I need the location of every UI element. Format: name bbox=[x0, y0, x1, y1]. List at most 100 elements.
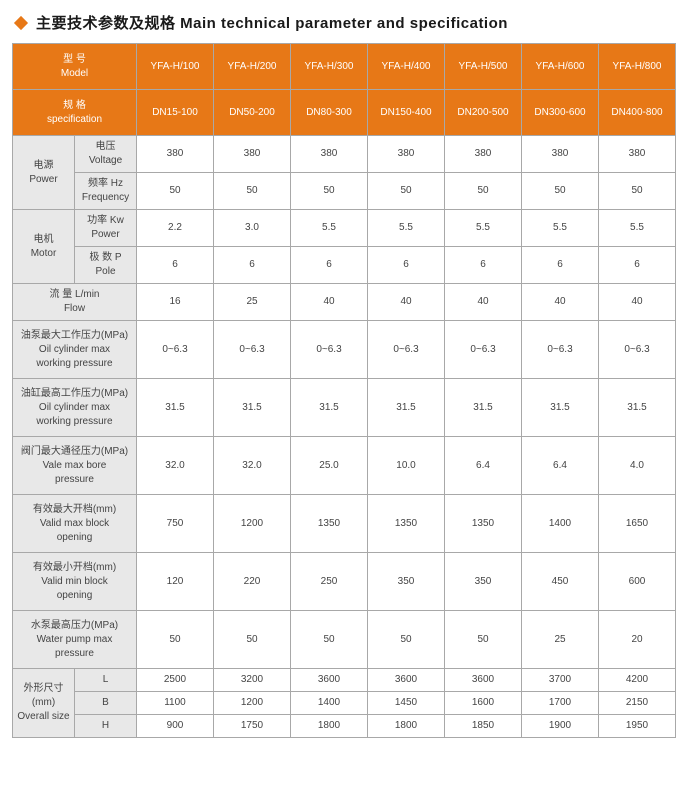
v-H-4: 1850 bbox=[445, 715, 522, 738]
hdr-m1: YFA-H/200 bbox=[214, 44, 291, 90]
v-flow-5: 40 bbox=[522, 284, 599, 321]
v-freq-3: 50 bbox=[368, 173, 445, 210]
wpump-en2: pressure bbox=[55, 648, 94, 659]
v-wpump-2: 50 bbox=[291, 611, 368, 669]
row-minblk: 有效最小开档(mm) Valid min block opening bbox=[13, 553, 137, 611]
oilpump-en1: Oil cylinder max bbox=[39, 344, 110, 355]
v-L-3: 3600 bbox=[368, 669, 445, 692]
v-pw-6: 5.5 bbox=[599, 210, 676, 247]
valve-en2: pressure bbox=[55, 474, 94, 485]
v-wpump-1: 50 bbox=[214, 611, 291, 669]
row-motor: 电机 Motor bbox=[13, 210, 75, 284]
row-H: H bbox=[75, 715, 137, 738]
minblk-cn: 有效最小开档(mm) bbox=[33, 562, 116, 573]
v-H-5: 1900 bbox=[522, 715, 599, 738]
v-oilcyl-1: 31.5 bbox=[214, 379, 291, 437]
v-L-1: 3200 bbox=[214, 669, 291, 692]
v-maxblk-6: 1650 bbox=[599, 495, 676, 553]
power-cn: 电源 bbox=[34, 160, 54, 171]
v-flow-1: 25 bbox=[214, 284, 291, 321]
v-maxblk-3: 1350 bbox=[368, 495, 445, 553]
v-B-1: 1200 bbox=[214, 692, 291, 715]
motor-en: Motor bbox=[31, 248, 57, 259]
v-pw-4: 5.5 bbox=[445, 210, 522, 247]
v-flow-2: 40 bbox=[291, 284, 368, 321]
size-cn: 外形尺寸 (mm) bbox=[24, 683, 64, 708]
v-maxblk-5: 1400 bbox=[522, 495, 599, 553]
v-valve-0: 32.0 bbox=[137, 437, 214, 495]
flow-cn: 流 量 L/min bbox=[49, 289, 99, 300]
hdr-spec-cn: 规 格 bbox=[63, 100, 86, 111]
row-B: B bbox=[75, 692, 137, 715]
v-pole-1: 6 bbox=[214, 247, 291, 284]
minblk-en1: Valid min block bbox=[41, 576, 108, 587]
maxblk-en1: Valid max block bbox=[40, 518, 109, 529]
v-flow-6: 40 bbox=[599, 284, 676, 321]
v-L-2: 3600 bbox=[291, 669, 368, 692]
v-oilcyl-6: 31.5 bbox=[599, 379, 676, 437]
v-wpump-0: 50 bbox=[137, 611, 214, 669]
v-B-6: 2150 bbox=[599, 692, 676, 715]
v-wpump-3: 50 bbox=[368, 611, 445, 669]
v-H-0: 900 bbox=[137, 715, 214, 738]
row-power: 电源 Power bbox=[13, 136, 75, 210]
v-oilpump-3: 0~6.3 bbox=[368, 321, 445, 379]
hdr-s1: DN50-200 bbox=[214, 90, 291, 136]
hdr-s4: DN200-500 bbox=[445, 90, 522, 136]
v-freq-4: 50 bbox=[445, 173, 522, 210]
page-title: 主要技术参数及规格 Main technical parameter and s… bbox=[36, 12, 508, 33]
v-pw-2: 5.5 bbox=[291, 210, 368, 247]
v-B-4: 1600 bbox=[445, 692, 522, 715]
valve-cn: 阀门最大通径压力(MPa) bbox=[21, 446, 128, 457]
v-pw-0: 2.2 bbox=[137, 210, 214, 247]
v-maxblk-2: 1350 bbox=[291, 495, 368, 553]
v-B-5: 1700 bbox=[522, 692, 599, 715]
v-minblk-3: 350 bbox=[368, 553, 445, 611]
freq-cn: 频率 Hz bbox=[88, 178, 123, 189]
v-B-3: 1450 bbox=[368, 692, 445, 715]
v-freq-5: 50 bbox=[522, 173, 599, 210]
hdr-s3: DN150-400 bbox=[368, 90, 445, 136]
v-volt-6: 380 bbox=[599, 136, 676, 173]
v-oilcyl-4: 31.5 bbox=[445, 379, 522, 437]
power-en: Power bbox=[29, 174, 57, 185]
row-valve: 阀门最大通径压力(MPa) Vale max bore pressure bbox=[13, 437, 137, 495]
pole-en: Pole bbox=[95, 266, 115, 277]
v-volt-4: 380 bbox=[445, 136, 522, 173]
v-H-1: 1750 bbox=[214, 715, 291, 738]
title-row: 主要技术参数及规格 Main technical parameter and s… bbox=[12, 12, 676, 33]
v-freq-0: 50 bbox=[137, 173, 214, 210]
maxblk-en2: opening bbox=[57, 532, 93, 543]
v-flow-3: 40 bbox=[368, 284, 445, 321]
wpump-cn: 水泵最高压力(MPa) bbox=[31, 620, 118, 631]
v-L-4: 3600 bbox=[445, 669, 522, 692]
v-pole-3: 6 bbox=[368, 247, 445, 284]
row-freq: 频率 Hz Frequency bbox=[75, 173, 137, 210]
v-valve-6: 4.0 bbox=[599, 437, 676, 495]
v-freq-6: 50 bbox=[599, 173, 676, 210]
valve-en1: Vale max bore bbox=[43, 460, 107, 471]
diamond-bullet bbox=[14, 15, 28, 29]
v-wpump-6: 20 bbox=[599, 611, 676, 669]
v-pole-6: 6 bbox=[599, 247, 676, 284]
v-oilpump-6: 0~6.3 bbox=[599, 321, 676, 379]
v-pw-5: 5.5 bbox=[522, 210, 599, 247]
v-minblk-5: 450 bbox=[522, 553, 599, 611]
minblk-en2: opening bbox=[57, 590, 93, 601]
row-pw: 功率 Kw Power bbox=[75, 210, 137, 247]
hdr-m6: YFA-H/800 bbox=[599, 44, 676, 90]
row-oilcyl: 油缸最高工作压力(MPa) Oil cylinder max working p… bbox=[13, 379, 137, 437]
v-volt-3: 380 bbox=[368, 136, 445, 173]
wpump-en1: Water pump max bbox=[37, 634, 113, 645]
v-oilcyl-5: 31.5 bbox=[522, 379, 599, 437]
v-valve-2: 25.0 bbox=[291, 437, 368, 495]
hdr-m2: YFA-H/300 bbox=[291, 44, 368, 90]
v-L-0: 2500 bbox=[137, 669, 214, 692]
v-H-6: 1950 bbox=[599, 715, 676, 738]
v-oilpump-5: 0~6.3 bbox=[522, 321, 599, 379]
v-oilcyl-0: 31.5 bbox=[137, 379, 214, 437]
v-B-2: 1400 bbox=[291, 692, 368, 715]
row-pole: 极 数 P Pole bbox=[75, 247, 137, 284]
v-pole-5: 6 bbox=[522, 247, 599, 284]
v-pole-2: 6 bbox=[291, 247, 368, 284]
